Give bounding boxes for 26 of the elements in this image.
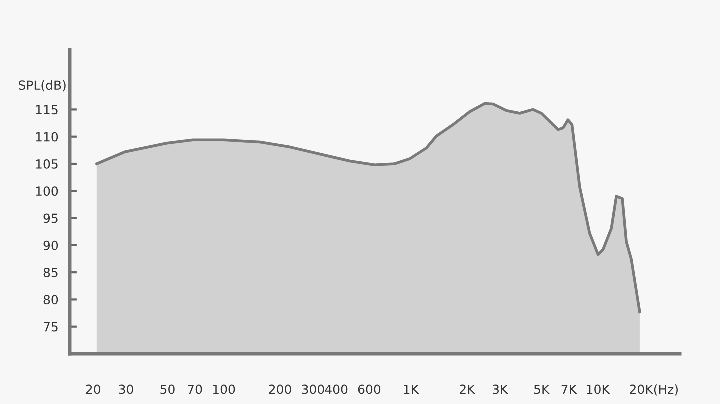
x-tick-label: 30 bbox=[119, 384, 134, 394]
x-tick-label: 400 bbox=[325, 384, 348, 394]
y-tick-label: 115 bbox=[36, 105, 58, 115]
x-tick-label: 20K(Hz) bbox=[630, 384, 678, 396]
y-tick-label: 75 bbox=[44, 322, 58, 332]
x-tick-label: 20 bbox=[86, 384, 100, 394]
y-tick-label: 100 bbox=[36, 186, 58, 196]
x-tick-label: 600 bbox=[358, 384, 381, 394]
y-tick-label: 105 bbox=[36, 159, 58, 169]
x-tick-label: 50 bbox=[160, 384, 175, 394]
y-axis-title: SPL(dB) bbox=[19, 80, 66, 92]
y-tick-label: 90 bbox=[44, 240, 58, 250]
y-tick-label: 110 bbox=[36, 132, 58, 142]
x-tick-label: 70 bbox=[188, 384, 202, 394]
x-tick-label: 200 bbox=[269, 384, 292, 394]
x-tick-label: 1K bbox=[404, 384, 420, 394]
x-tick-label: 7K bbox=[562, 384, 578, 394]
x-tick-label: 2K bbox=[460, 384, 476, 394]
y-tick-label: 80 bbox=[44, 295, 58, 305]
x-tick-label: 100 bbox=[213, 384, 236, 394]
y-tick-label: 95 bbox=[44, 214, 58, 224]
x-tick-label: 300 bbox=[302, 384, 324, 394]
x-tick-label: 3K bbox=[493, 384, 508, 394]
x-tick-label: 5K bbox=[534, 384, 550, 394]
x-tick-label: 10K bbox=[587, 384, 610, 394]
y-tick-label: 85 bbox=[44, 268, 58, 278]
